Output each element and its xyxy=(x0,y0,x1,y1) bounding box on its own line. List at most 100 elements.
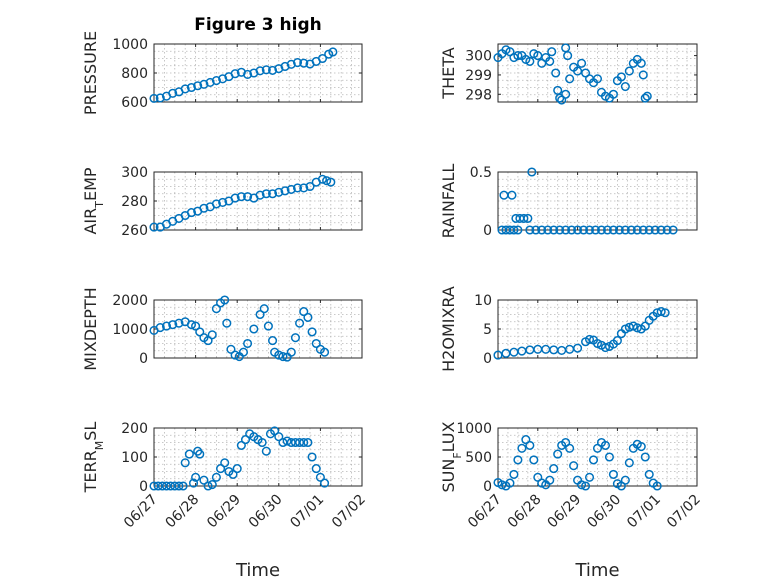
data-point xyxy=(268,336,278,346)
data-point xyxy=(180,458,190,468)
data-point xyxy=(626,225,636,235)
x-tick-label: 06/30 xyxy=(584,492,624,532)
data-point xyxy=(236,192,246,202)
data-point xyxy=(299,437,309,448)
y-axis-label: MIXDEPTH xyxy=(81,287,100,370)
data-point xyxy=(232,464,242,474)
data-point xyxy=(509,225,519,235)
data-point xyxy=(624,66,634,76)
data-point xyxy=(509,347,519,357)
data-point xyxy=(249,324,259,334)
data-point xyxy=(608,89,618,99)
y-axis-label: RAINFALL xyxy=(439,164,458,239)
data-point xyxy=(592,74,603,84)
x-tick-label: 06/30 xyxy=(246,492,286,532)
data-point xyxy=(545,475,555,485)
data-point xyxy=(274,350,284,360)
data-point xyxy=(307,327,317,337)
data-point xyxy=(191,321,201,331)
data-point xyxy=(326,177,336,187)
data-point xyxy=(543,225,553,235)
data-point xyxy=(513,225,523,235)
data-point xyxy=(662,225,672,235)
data-point xyxy=(303,437,313,448)
data-point xyxy=(168,88,178,98)
data-point xyxy=(292,58,303,68)
data-point xyxy=(188,478,199,488)
y-tick-label: 0 xyxy=(139,351,148,367)
y-tick-label: 280 xyxy=(121,194,148,210)
x-tick-label: 06/27 xyxy=(465,492,505,532)
data-point xyxy=(563,51,573,61)
data-point xyxy=(155,323,165,333)
y-tick-label: 1000 xyxy=(456,421,492,437)
x-tick-label: 06/27 xyxy=(121,492,161,532)
data-point xyxy=(317,174,328,184)
data-point xyxy=(255,66,265,76)
data-point xyxy=(220,295,230,305)
data-point xyxy=(577,480,587,490)
data-point xyxy=(216,464,226,474)
data-point xyxy=(243,192,253,202)
data-point xyxy=(226,344,236,354)
data-point xyxy=(207,330,217,340)
data-point xyxy=(588,455,599,465)
data-point xyxy=(616,72,626,82)
data-point xyxy=(311,464,321,474)
x-tick-label: 07/02 xyxy=(329,492,369,532)
data-point xyxy=(243,338,253,349)
data-point xyxy=(203,481,213,491)
data-point xyxy=(255,309,265,320)
data-point xyxy=(193,81,203,91)
data-point xyxy=(155,93,165,103)
data-point xyxy=(614,225,624,235)
data-point xyxy=(220,458,230,468)
data-point xyxy=(255,190,265,200)
data-point xyxy=(230,69,240,79)
y-axis-label: AIRTEMP xyxy=(81,167,106,234)
subplot-air-temp: 260 280 300 AIRTEMP xyxy=(81,165,363,239)
data-point xyxy=(596,225,607,235)
data-point xyxy=(573,66,583,76)
data-point xyxy=(640,452,650,462)
data-point xyxy=(519,213,529,223)
data-point xyxy=(569,461,579,471)
data-point xyxy=(303,312,313,322)
data-point xyxy=(299,58,309,68)
x-tick-label: 06/28 xyxy=(505,492,545,532)
y-tick-label: 200 xyxy=(121,421,148,437)
data-point xyxy=(584,334,595,344)
data-point xyxy=(261,189,271,199)
subplot-rainfall: 0 0.5 RAINFALL xyxy=(439,164,698,239)
data-point xyxy=(660,308,670,318)
subplot-terr-msl: 0 100 200 TERRMSL 06/27 06/28 06/29 06/30 07/01 0… xyxy=(81,421,369,581)
y-tick-label: 0 xyxy=(139,479,148,495)
data-point xyxy=(218,197,228,207)
data-point xyxy=(222,318,232,328)
data-point xyxy=(579,225,589,235)
data-point xyxy=(191,472,201,482)
data-point xyxy=(537,225,547,235)
data-point xyxy=(565,443,575,453)
subplot-theta: 298 299 300 THETA xyxy=(439,43,698,105)
data-point xyxy=(501,348,511,358)
data-point xyxy=(295,318,305,328)
data-point xyxy=(600,343,611,353)
y-tick-label: 800 xyxy=(121,66,148,82)
y-tick-label: 299 xyxy=(465,68,492,84)
y-tick-label: 5 xyxy=(483,322,492,338)
data-point xyxy=(199,203,209,213)
data-point xyxy=(270,426,280,436)
data-point xyxy=(286,59,296,69)
data-point xyxy=(525,56,535,66)
x-tick-label: 07/02 xyxy=(664,492,704,532)
data-point xyxy=(612,336,622,346)
data-point xyxy=(238,347,248,357)
y-tick-label: 298 xyxy=(465,87,492,103)
y-tick-label: 300 xyxy=(121,165,148,181)
data-point xyxy=(290,333,300,343)
y-tick-label: 600 xyxy=(121,95,148,111)
data-point xyxy=(541,344,551,354)
data-point xyxy=(274,432,284,442)
data-point xyxy=(268,189,278,199)
